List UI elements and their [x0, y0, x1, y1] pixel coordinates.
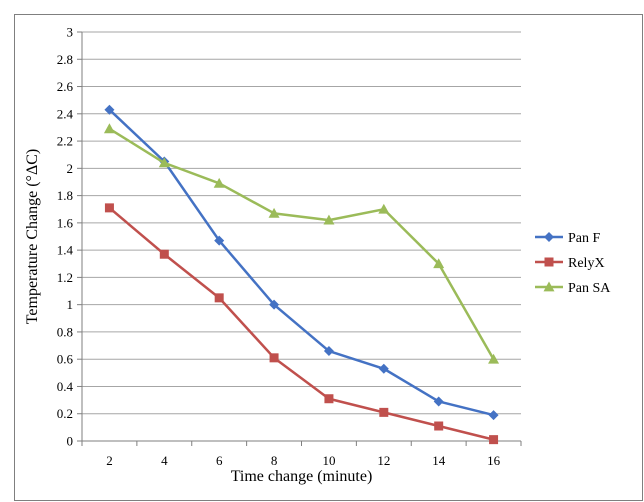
data-point-pan-f [433, 396, 444, 407]
data-point-relyx [104, 203, 114, 213]
y-tick-label: 2.6 [57, 79, 74, 94]
data-point-pan-sa [103, 123, 115, 134]
chart-frame: 0 0.2 0.4 0.6 0.8 1 1.2 1.4 1.6 1.8 2 2.2 2.4 2.6 2.8 3… [14, 14, 643, 501]
data-point-relyx [324, 394, 334, 404]
x-tick-label: 10 [322, 453, 335, 468]
y-tick-label: 0 [67, 434, 74, 449]
data-point-relyx [269, 353, 279, 363]
data-point-relyx [214, 293, 224, 303]
series-group [103, 104, 500, 445]
y-tick-label: 0.8 [57, 324, 73, 339]
data-point-pan-sa [323, 214, 335, 225]
x-axis-title: Time change (minute) [231, 468, 373, 485]
y-tick-labels: 0 0.2 0.4 0.6 0.8 1 1.2 1.4 1.6 1.8 2 2.2 2.4 2.6 2.8 3 [57, 25, 74, 449]
y-tick-label: 0.6 [57, 352, 74, 367]
y-tick-label: 2.4 [57, 106, 74, 121]
data-point-pan-sa [433, 258, 445, 269]
y-axis-title: Temperature Change (°ΔC) [24, 149, 41, 325]
data-point-pan-f [214, 235, 225, 246]
gridlines [82, 31, 521, 415]
data-point-relyx [434, 421, 444, 431]
legend-label-pan-sa: Pan SA [568, 281, 611, 296]
legend-label-pan-f: Pan F [568, 231, 601, 246]
y-tick-label: 1.4 [57, 243, 74, 258]
y-tick-label: 0.2 [57, 406, 73, 421]
series-line-pan-f [108, 108, 494, 417]
axes [77, 31, 522, 446]
data-point-pan-sa [378, 203, 390, 214]
x-tick-label: 6 [216, 453, 223, 468]
data-point-relyx [489, 435, 499, 445]
y-tick-label: 1.2 [57, 270, 73, 285]
data-point-pan-f [269, 299, 280, 310]
x-tick-label: 2 [106, 453, 113, 468]
x-tick-labels: 2 4 6 8 10 12 14 16 [106, 453, 500, 468]
legend-marker-pan-sa [543, 281, 555, 292]
y-tick-label: 2 [67, 161, 74, 176]
data-point-relyx [159, 249, 169, 259]
data-point-pan-sa [488, 353, 500, 364]
line-chart: 0 0.2 0.4 0.6 0.8 1 1.2 1.4 1.6 1.8 2 2.2 2.4 2.6 2.8 3… [24, 25, 611, 486]
y-tick-label: 1 [67, 297, 74, 312]
data-point-relyx [379, 407, 389, 417]
y-tick-label: 2.8 [57, 52, 73, 67]
data-point-pan-sa [158, 157, 170, 168]
legend-marker-pan-f [544, 232, 554, 242]
y-tick-label: 0.4 [57, 379, 74, 394]
data-point-pan-f [488, 410, 499, 421]
data-point-pan-f [104, 104, 115, 115]
y-tick-label: 1.6 [57, 215, 74, 230]
y-tick-label: 3 [67, 25, 74, 40]
y-tick-label: 1.8 [57, 188, 73, 203]
legend-label-relyx: RelyX [568, 256, 605, 271]
data-point-pan-sa [213, 177, 225, 188]
data-point-pan-f [323, 346, 334, 357]
y-tick-label: 2.2 [57, 134, 73, 149]
x-tick-label: 14 [432, 453, 446, 468]
data-point-pan-sa [268, 207, 280, 218]
x-tick-label: 8 [271, 453, 278, 468]
legend-marker-relyx [544, 257, 554, 267]
series-line-pan-sa [108, 127, 495, 360]
x-tick-label: 12 [377, 453, 390, 468]
x-tick-label: 4 [161, 453, 168, 468]
x-tick-label: 16 [487, 453, 501, 468]
series-line-relyx [108, 206, 494, 441]
legend: Pan F RelyX Pan SA [535, 231, 611, 296]
data-point-pan-f [378, 363, 389, 374]
